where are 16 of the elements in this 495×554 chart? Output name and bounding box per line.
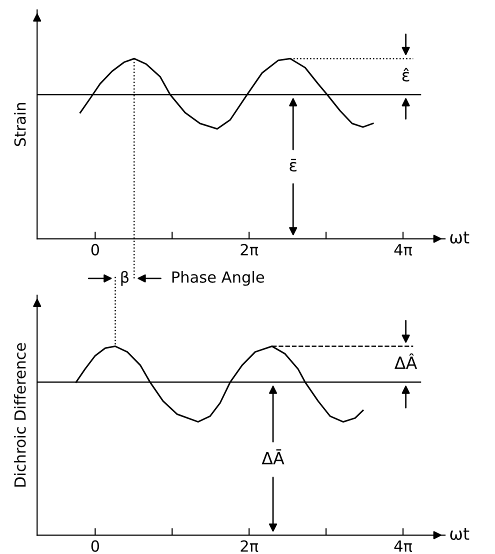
- y-axis-title: Strain: [14, 103, 26, 146]
- x-axis-title: ωt: [450, 232, 470, 244]
- x-tick-label: 4π: [394, 244, 412, 256]
- x-tick-label: 0: [91, 540, 100, 552]
- annotation: ε̂: [402, 68, 410, 82]
- annotation: ΔÂ: [394, 353, 418, 369]
- annotation: ε̄: [290, 158, 296, 172]
- text: Phase Angle: [172, 271, 264, 286]
- x-tick-label: 2π: [240, 244, 258, 256]
- text: β: [121, 270, 128, 286]
- x-axis-title: ωt: [450, 528, 470, 540]
- x-tick-label: 0: [91, 244, 100, 256]
- annotation: ΔĀ: [262, 449, 284, 464]
- y-axis-title: Dichroic Difference: [14, 343, 26, 487]
- x-tick-label: 2π: [240, 540, 258, 552]
- x-tick-label: 4π: [394, 540, 412, 552]
